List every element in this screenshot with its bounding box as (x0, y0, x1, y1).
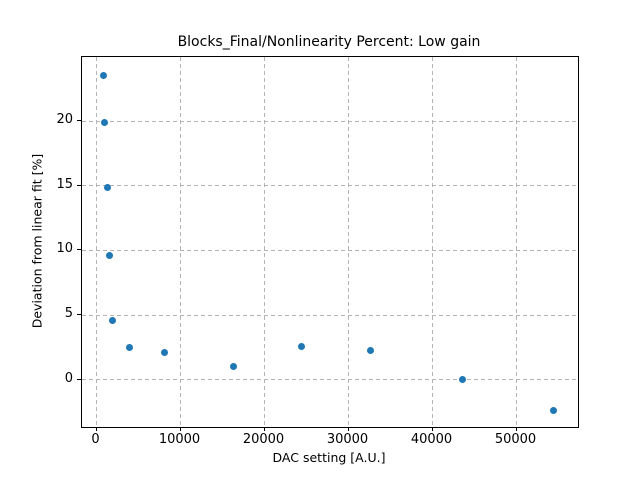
x-tick-label: 10000 (158, 432, 201, 447)
gridline-vertical (348, 57, 350, 427)
x-tick-label: 0 (91, 432, 100, 447)
x-tick-mark (179, 427, 181, 431)
x-tick-mark (347, 427, 349, 431)
scatter-point (99, 72, 107, 80)
y-tick-label: 10 (56, 241, 73, 257)
x-tick-mark (515, 427, 517, 431)
scatter-point (458, 376, 466, 384)
gridline-vertical (516, 57, 517, 427)
gridline-vertical (432, 57, 434, 427)
x-tick-label: 50000 (494, 432, 537, 447)
gridline-vertical (180, 57, 182, 427)
y-tick-label: 20 (56, 112, 73, 128)
y-tick-mark (77, 314, 81, 316)
scatter-point (161, 349, 169, 357)
scatter-point (229, 363, 237, 371)
x-tick-label: 40000 (410, 432, 453, 447)
gridline-horizontal (82, 379, 578, 381)
x-tick-mark (263, 427, 265, 431)
gridline-horizontal (82, 120, 578, 122)
y-tick-mark (77, 249, 81, 251)
gridline-horizontal (82, 314, 578, 316)
gridline-vertical (96, 57, 98, 427)
y-tick-mark (77, 184, 81, 186)
scatter-point (101, 118, 109, 126)
gridline-horizontal (82, 185, 578, 187)
chart-title: Blocks_Final/Nonlinearity Percent: Low g… (177, 34, 481, 50)
x-tick-mark (431, 427, 433, 431)
y-tick-label: 15 (56, 176, 73, 192)
scatter-point (367, 346, 375, 354)
y-tick-mark (77, 120, 81, 122)
plot-area (81, 56, 579, 428)
scatter-point (298, 342, 306, 350)
x-tick-label: 20000 (242, 432, 285, 447)
y-axis-label: Deviation from linear fit [%] (29, 153, 45, 329)
x-tick-label: 30000 (326, 432, 369, 447)
y-tick-mark (77, 378, 81, 380)
x-tick-mark (95, 427, 97, 431)
scatter-point (109, 316, 117, 324)
gridline-horizontal (82, 249, 578, 251)
scatter-point (106, 252, 114, 260)
y-tick-label: 5 (64, 306, 73, 322)
scatter-point (550, 407, 558, 415)
gridline-vertical (264, 57, 266, 427)
y-tick-label: 0 (64, 370, 73, 386)
scatter-point (126, 344, 134, 352)
scatter-point (103, 183, 111, 191)
x-axis-label: DAC setting [A.U.] (272, 450, 386, 465)
